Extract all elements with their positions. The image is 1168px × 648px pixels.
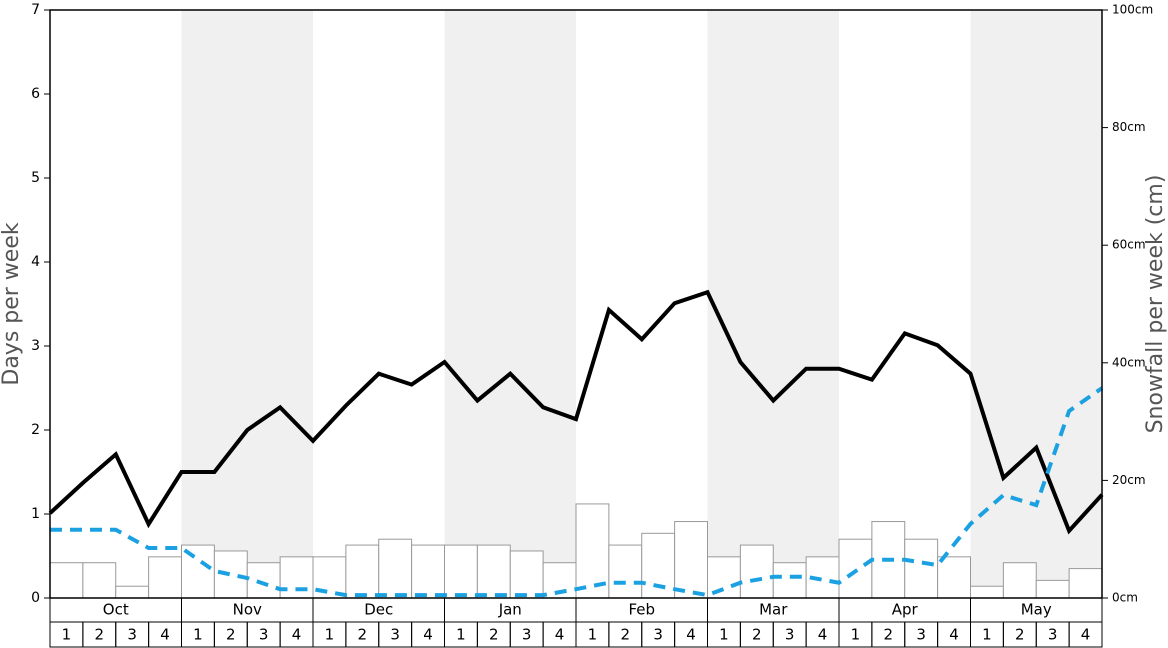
week-label: 4 — [160, 626, 170, 644]
week-label: 3 — [127, 626, 137, 644]
week-label: 2 — [1015, 626, 1025, 644]
y-tick-label: 2 — [31, 422, 40, 438]
week-label: 1 — [193, 626, 203, 644]
y2-tick-label: 100cm — [1112, 3, 1153, 17]
week-label: 2 — [752, 626, 762, 644]
week-label: 4 — [555, 626, 565, 644]
month-shading — [970, 10, 1102, 598]
month-label: Jan — [498, 601, 522, 619]
week-label: 2 — [358, 626, 368, 644]
week-label: 1 — [588, 626, 598, 644]
y-axis-title: Days per week — [0, 222, 24, 385]
week-label: 1 — [62, 626, 72, 644]
y-tick-label: 1 — [31, 506, 40, 522]
week-label: 1 — [851, 626, 861, 644]
month-label: Mar — [759, 601, 788, 619]
y-tick-label: 0 — [31, 590, 40, 606]
bar — [378, 538, 413, 599]
week-label: 3 — [259, 626, 269, 644]
week-label: 4 — [1081, 626, 1091, 644]
week-label: 4 — [292, 626, 302, 644]
y2-tick-label: 60cm — [1112, 238, 1146, 252]
bar — [739, 544, 774, 599]
bar — [279, 556, 314, 599]
y-tick-label: 6 — [31, 86, 40, 102]
bar — [444, 544, 478, 599]
week-label: 4 — [818, 626, 828, 644]
y2-tick-label: 40cm — [1112, 355, 1146, 369]
y-tick-label: 3 — [31, 338, 40, 354]
bar — [970, 585, 1004, 599]
y2-tick-label: 0cm — [1112, 591, 1138, 605]
background-layer — [181, 10, 1102, 598]
month-label: Feb — [628, 601, 655, 619]
bar — [213, 550, 248, 599]
bar — [904, 538, 939, 599]
bar — [1002, 562, 1037, 599]
bar — [115, 585, 150, 599]
week-label: 1 — [325, 626, 335, 644]
week-label: 1 — [456, 626, 466, 644]
y-tick-label: 4 — [31, 254, 40, 270]
month-label: May — [1021, 601, 1052, 619]
y2-tick-label: 20cm — [1112, 473, 1146, 487]
bar — [509, 550, 544, 599]
line — [48, 289, 1104, 535]
bar — [345, 544, 380, 599]
bar — [82, 562, 117, 599]
week-label: 2 — [884, 626, 894, 644]
week-label: 1 — [982, 626, 992, 644]
bar — [411, 544, 445, 599]
week-label: 2 — [621, 626, 631, 644]
bar — [838, 538, 873, 599]
bar — [608, 544, 643, 599]
week-label: 2 — [489, 626, 499, 644]
y2-axis-title: Snowfall per week (cm) — [1143, 175, 1168, 434]
dashed-line — [50, 386, 1104, 598]
y-tick-label: 7 — [31, 2, 40, 18]
week-label: 3 — [916, 626, 926, 644]
month-shading — [181, 10, 313, 598]
month-shading — [707, 10, 839, 598]
week-label: 3 — [522, 626, 532, 644]
week-label: 3 — [653, 626, 663, 644]
bar — [148, 556, 182, 599]
month-shading — [444, 10, 576, 598]
y2-tick-label: 80cm — [1112, 120, 1146, 134]
bar — [1068, 568, 1103, 599]
week-label: 2 — [95, 626, 105, 644]
week-label: 2 — [226, 626, 236, 644]
month-label: Dec — [364, 601, 393, 619]
week-label: 3 — [390, 626, 400, 644]
week-label: 1 — [719, 626, 729, 644]
month-label: Nov — [233, 601, 262, 619]
bar — [937, 556, 971, 599]
week-cell — [1068, 621, 1103, 648]
bar — [1035, 579, 1070, 599]
week-label: 3 — [785, 626, 795, 644]
month-label: Oct — [103, 601, 129, 619]
week-label: 4 — [423, 626, 433, 644]
week-label: 4 — [949, 626, 959, 644]
bar — [49, 562, 84, 599]
bar — [674, 521, 708, 599]
bar — [772, 562, 807, 599]
bar — [476, 544, 511, 599]
week-label: 3 — [1048, 626, 1058, 644]
y-tick-label: 5 — [31, 170, 40, 186]
week-label: 4 — [686, 626, 696, 644]
month-label: Apr — [892, 601, 919, 619]
bar — [641, 532, 676, 599]
bar — [246, 562, 281, 599]
